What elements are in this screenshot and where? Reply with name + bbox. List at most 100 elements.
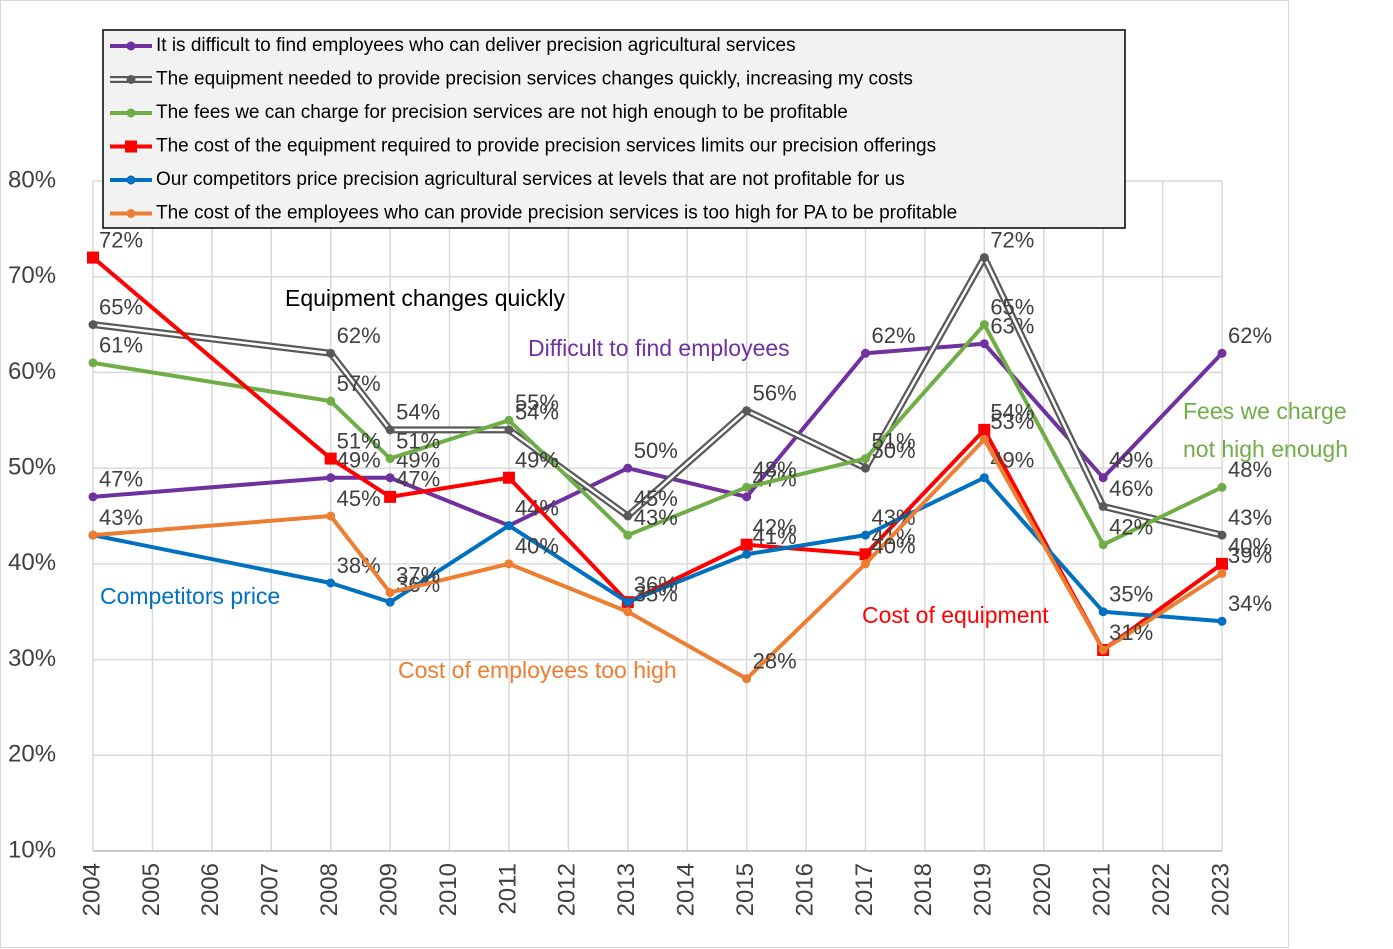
- data-label: 50%: [634, 438, 678, 463]
- marker: [385, 588, 395, 598]
- y-tick-label: 50%: [8, 453, 56, 480]
- marker: [623, 511, 633, 521]
- marker: [88, 530, 98, 540]
- data-label: 51%: [871, 428, 915, 453]
- data-label: 45%: [337, 486, 381, 511]
- legend-marker: [126, 175, 136, 185]
- y-tick-label: 20%: [8, 741, 56, 768]
- marker: [742, 482, 752, 492]
- marker: [385, 425, 395, 435]
- annotation: Competitors price: [100, 583, 280, 609]
- data-label: 37%: [396, 562, 440, 587]
- x-tick-label: 2023: [1207, 863, 1234, 916]
- marker: [326, 578, 336, 588]
- marker: [87, 251, 99, 264]
- marker: [860, 530, 870, 540]
- data-label: 42%: [753, 515, 797, 540]
- marker: [1098, 607, 1108, 617]
- legend-box: [102, 29, 1126, 229]
- marker: [742, 492, 752, 502]
- marker: [623, 607, 633, 617]
- marker: [623, 530, 633, 540]
- marker: [326, 348, 336, 358]
- y-tick-label: 10%: [8, 836, 56, 863]
- marker: [1098, 501, 1108, 511]
- x-tick-label: 2014: [673, 863, 700, 916]
- annotation: not high enough: [1183, 436, 1348, 462]
- marker: [1217, 530, 1227, 540]
- marker: [385, 454, 395, 464]
- y-tick-label: 30%: [8, 645, 56, 672]
- legend-label: Our competitors price precision agricult…: [156, 169, 905, 190]
- data-label: 56%: [753, 381, 797, 406]
- data-label: 65%: [99, 294, 143, 319]
- marker: [623, 463, 633, 473]
- series-line: [92, 322, 1223, 547]
- data-label: 47%: [99, 467, 143, 492]
- y-tick-label: 60%: [8, 358, 56, 385]
- x-tick-label: 2008: [316, 863, 343, 916]
- marker: [385, 597, 395, 607]
- x-tick-label: 2011: [494, 863, 521, 915]
- data-label: 36%: [634, 572, 678, 597]
- legend-marker: [126, 41, 136, 51]
- data-label: 48%: [753, 457, 797, 482]
- data-label: 54%: [990, 400, 1034, 425]
- data-label: 62%: [1228, 323, 1272, 348]
- legend-label: It is difficult to find employees who ca…: [156, 35, 796, 56]
- series-line: [92, 437, 1224, 681]
- data-label: 72%: [990, 227, 1034, 252]
- y-tick-label: 40%: [8, 549, 56, 576]
- marker: [504, 425, 514, 435]
- data-label: 49%: [396, 448, 440, 473]
- marker: [502, 471, 515, 484]
- marker: [860, 463, 870, 473]
- y-tick-label: 70%: [8, 262, 56, 289]
- annotation: Cost of employees too high: [398, 657, 677, 683]
- x-tick-label: 2020: [1029, 863, 1056, 916]
- x-tick-label: 2010: [435, 863, 462, 916]
- data-label: 34%: [1228, 591, 1272, 616]
- data-label: 49%: [515, 448, 559, 473]
- legend-marker: [126, 108, 136, 118]
- marker: [326, 511, 336, 521]
- data-label: 31%: [1109, 620, 1153, 645]
- marker: [1098, 540, 1108, 550]
- marker: [1217, 348, 1227, 358]
- marker: [859, 548, 872, 561]
- legend-marker: [126, 209, 136, 218]
- data-label: 47%: [396, 467, 440, 492]
- marker: [1216, 557, 1228, 570]
- data-label: 41%: [753, 524, 797, 549]
- annotation: Difficult to find employees: [528, 335, 790, 361]
- data-label: 51%: [337, 428, 381, 453]
- data-label: 43%: [1228, 505, 1272, 530]
- marker: [979, 339, 989, 349]
- data-label: 46%: [1109, 476, 1153, 501]
- annotation: Cost of equipment: [862, 602, 1049, 628]
- marker: [740, 538, 753, 551]
- series-line-inner: [92, 256, 1223, 537]
- marker: [1217, 616, 1227, 626]
- x-tick-label: 2017: [851, 863, 878, 916]
- data-label: 28%: [753, 649, 797, 674]
- marker: [385, 473, 395, 483]
- marker: [979, 434, 989, 444]
- data-label: 35%: [1109, 582, 1153, 607]
- x-tick-label: 2006: [197, 863, 224, 916]
- data-label: 40%: [1228, 534, 1272, 559]
- marker: [742, 674, 752, 684]
- marker: [742, 406, 752, 416]
- x-tick-label: 2005: [138, 863, 165, 916]
- data-label: 43%: [634, 505, 678, 530]
- marker: [860, 454, 870, 464]
- data-label: 45%: [634, 486, 678, 511]
- marker: [504, 559, 514, 569]
- legend-label: The cost of the employees who can provid…: [156, 203, 957, 224]
- data-label: 39%: [1228, 543, 1272, 568]
- x-tick-label: 2019: [970, 863, 997, 916]
- data-label: 62%: [871, 323, 915, 348]
- marker: [88, 320, 98, 330]
- marker: [324, 452, 337, 465]
